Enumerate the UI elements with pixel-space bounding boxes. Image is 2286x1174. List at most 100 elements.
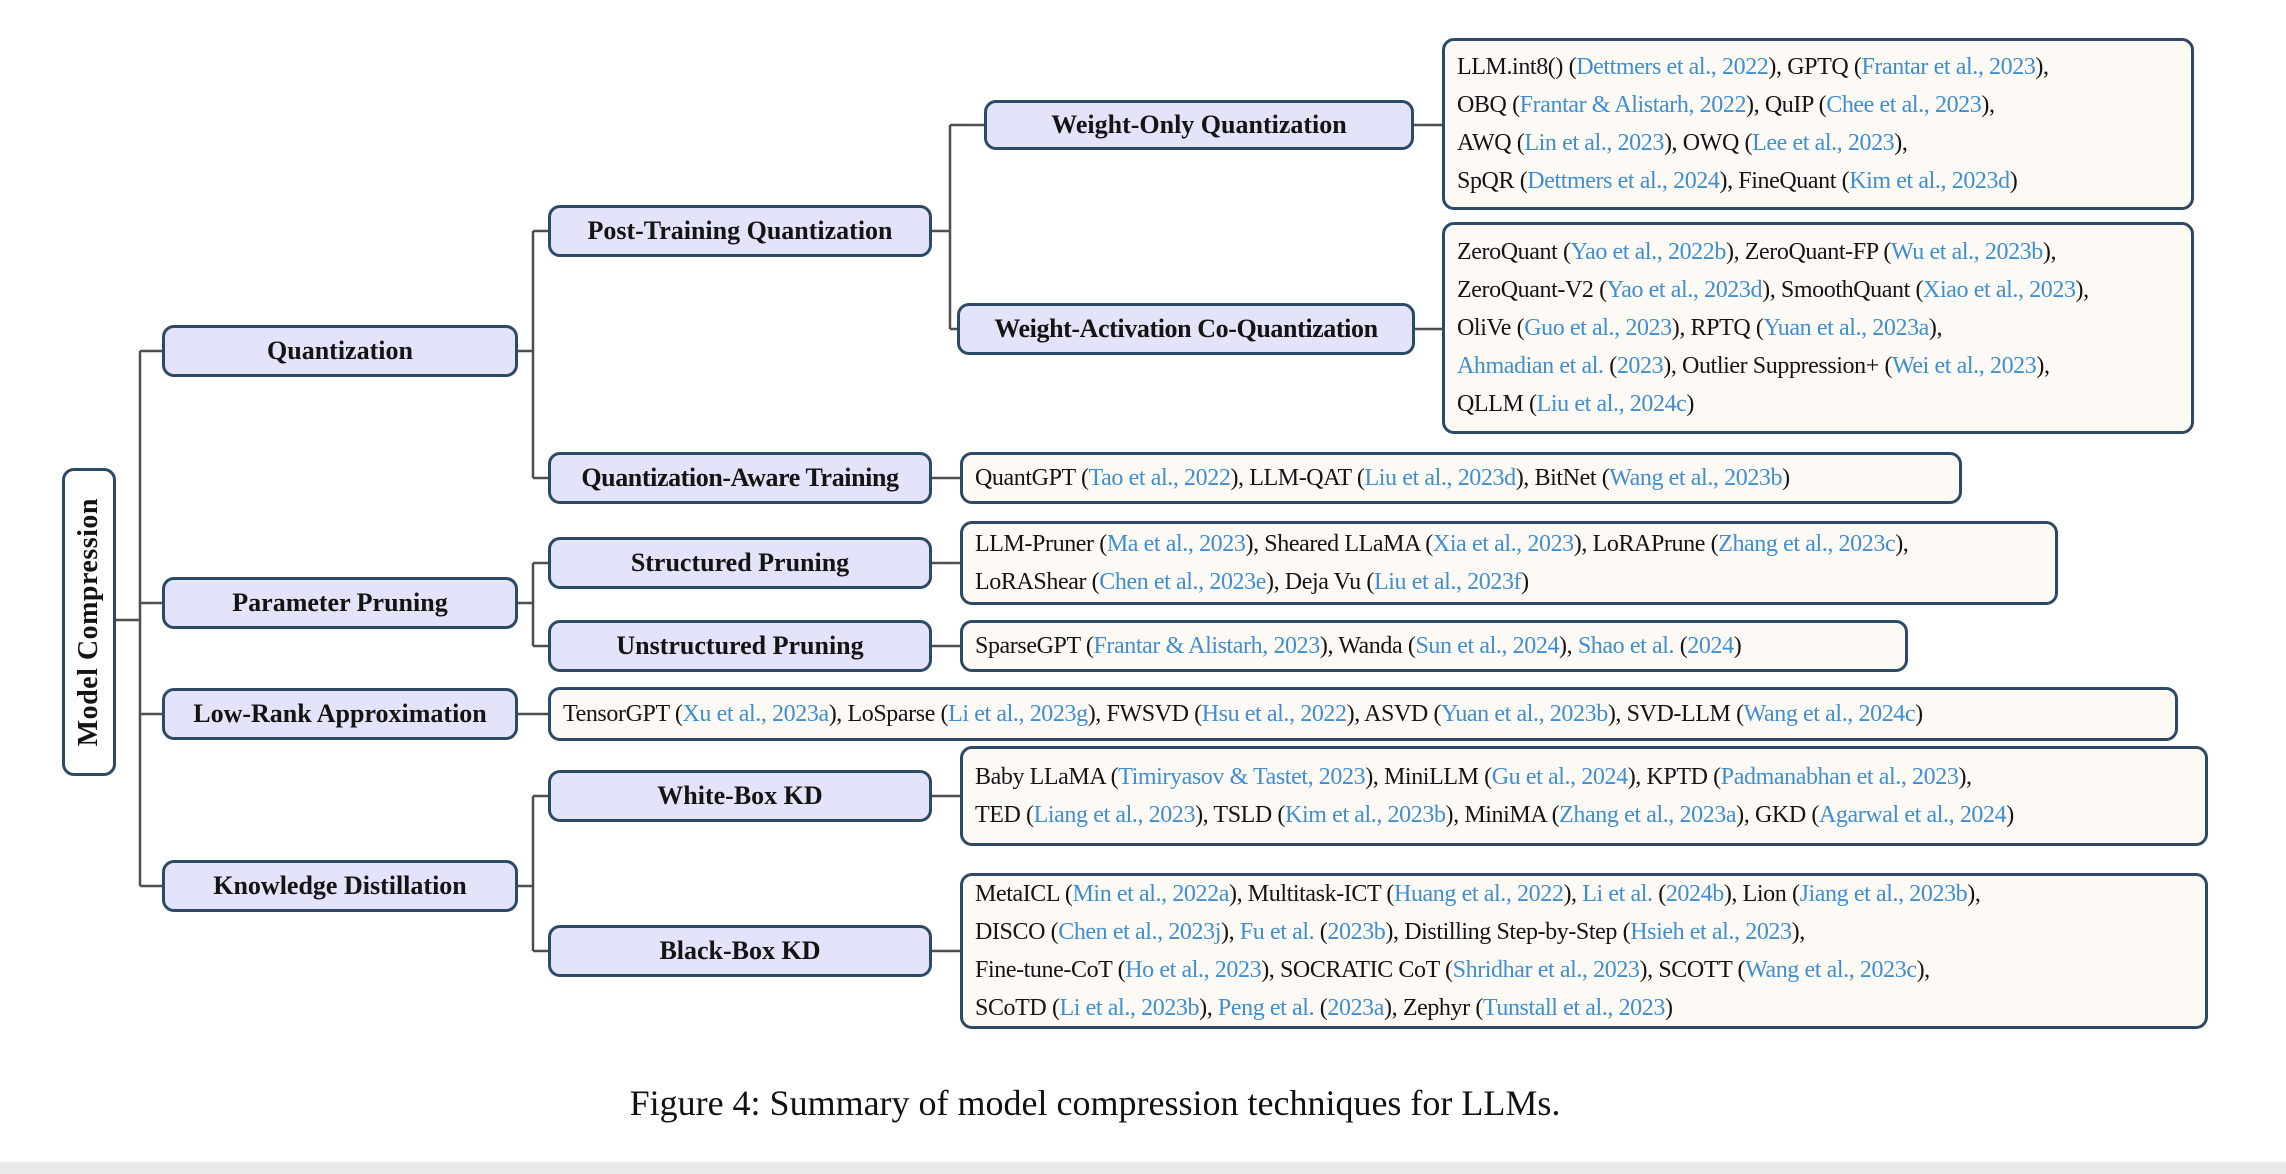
citation-link[interactable]: Shao et al. xyxy=(1577,633,1675,659)
citation-line: ZeroQuant-V2 (Yao et al., 2023d), Smooth… xyxy=(1457,271,2089,309)
citation-link[interactable]: Yao et al., 2022b xyxy=(1570,239,1727,265)
citation-link[interactable]: Zhang et al., 2023a xyxy=(1559,802,1737,828)
citation-link[interactable]: Peng et al. xyxy=(1217,995,1315,1021)
citation-link[interactable]: Yao et al., 2023d xyxy=(1606,277,1763,303)
citation-link[interactable]: Dettmers et al., 2022 xyxy=(1576,54,1769,80)
citation-link[interactable]: Tunstall et al., 2023 xyxy=(1482,995,1665,1021)
citation-link[interactable]: Zhang et al., 2023c xyxy=(1718,531,1896,557)
citation-link[interactable]: Wang et al., 2024c xyxy=(1743,701,1916,727)
citation-link[interactable]: 2024 xyxy=(1687,633,1734,659)
citation-text: ), xyxy=(2075,277,2090,303)
citation-link[interactable]: Wang et al., 2023b xyxy=(1609,465,1783,491)
citation-link[interactable]: Ma et al., 2023 xyxy=(1106,531,1246,557)
citation-link[interactable]: Chen et al., 2023e xyxy=(1099,569,1267,595)
citation-link[interactable]: Fu et al. xyxy=(1239,919,1315,945)
node-weight-only-quantization-label: Weight-Only Quantization xyxy=(1051,110,1347,139)
node-structured-pruning: Structured Pruning xyxy=(548,537,932,589)
citation-link[interactable]: Liu et al., 2024c xyxy=(1536,391,1687,417)
citation-link[interactable]: 2023 xyxy=(1616,353,1664,379)
citation-text: ), SmoothQuant ( xyxy=(1762,277,1924,303)
node-post-training-quantization-label: Post-Training Quantization xyxy=(587,216,893,245)
citation-link[interactable]: Liu et al., 2023d xyxy=(1364,465,1517,491)
citation-text: ), xyxy=(1199,995,1218,1021)
citation-link[interactable]: Wang et al., 2023c xyxy=(1745,957,1917,983)
citation-link[interactable]: Frantar & Alistarh, 2022 xyxy=(1519,92,1747,118)
citation-text: ), LoSparse ( xyxy=(828,701,949,727)
connector-kd xyxy=(518,794,548,953)
citation-text: ) xyxy=(1915,701,1923,727)
citation-link[interactable]: Li et al., 2023b xyxy=(1059,995,1200,1021)
citation-link[interactable]: Min et al., 2022a xyxy=(1072,881,1229,907)
node-quantization: Quantization xyxy=(162,325,518,377)
citation-link[interactable]: Agarwal et al., 2024 xyxy=(1818,802,2007,828)
citation-link[interactable]: Padmanabhan et al., 2023 xyxy=(1720,764,1959,790)
citation-link[interactable]: Chee et al., 2023 xyxy=(1826,92,1982,118)
citation-link[interactable]: Xia et al., 2023 xyxy=(1432,531,1574,557)
citation-line: OBQ (Frantar & Alistarh, 2022), QuIP (Ch… xyxy=(1457,86,1995,124)
citations-unstructured-pruning: SparseGPT (Frantar & Alistarh, 2023), Wa… xyxy=(960,620,1908,672)
node-quantization-aware-training-label: Quantization-Aware Training xyxy=(581,463,899,492)
node-weight-activation-co-quantization: Weight-Activation Co-Quantization xyxy=(957,303,1415,355)
node-unstructured-pruning-label: Unstructured Pruning xyxy=(616,631,864,660)
citation-link[interactable]: Kim et al., 2023d xyxy=(1849,168,2010,194)
citation-link[interactable]: Frantar et al., 2023 xyxy=(1861,54,2036,80)
citation-text: ), xyxy=(1958,764,1972,790)
citation-link[interactable]: Yuan et al., 2023a xyxy=(1763,315,1930,341)
citation-link[interactable]: Hsieh et al., 2023 xyxy=(1630,919,1792,945)
node-low-rank-approximation: Low-Rank Approximation xyxy=(162,688,518,740)
citation-text: SpQR ( xyxy=(1457,168,1528,194)
citation-link[interactable]: Li et al., 2023g xyxy=(948,701,1088,727)
citation-link[interactable]: Kim et al., 2023b xyxy=(1285,802,1446,828)
citation-link[interactable]: Lin et al., 2023 xyxy=(1524,130,1664,156)
citation-text: ) xyxy=(1782,465,1790,491)
citation-text: ), xyxy=(1981,92,1995,118)
citation-text: LLM-Pruner ( xyxy=(975,531,1107,557)
citation-link[interactable]: Wu et al., 2023b xyxy=(1890,239,2043,265)
citation-link[interactable]: Ahmadian et al. xyxy=(1457,353,1604,379)
citation-link[interactable]: Wei et al., 2023 xyxy=(1892,353,2037,379)
citation-link[interactable]: Liang et al., 2023 xyxy=(1033,802,1196,828)
citation-text: ) xyxy=(1733,633,1742,659)
citation-text: AWQ ( xyxy=(1457,130,1525,156)
citation-text: ), FineQuant ( xyxy=(1719,168,1850,194)
node-unstructured-pruning: Unstructured Pruning xyxy=(548,620,932,672)
citation-line: ZeroQuant (Yao et al., 2022b), ZeroQuant… xyxy=(1457,233,2057,271)
citation-link[interactable]: Huang et al., 2022 xyxy=(1394,881,1564,907)
citation-text: ), LLM-QAT ( xyxy=(1230,465,1365,491)
citation-text: TED ( xyxy=(975,802,1034,828)
citation-link[interactable]: Frantar & Alistarh, 2023 xyxy=(1093,633,1320,659)
citation-link[interactable]: Sun et al., 2024 xyxy=(1415,633,1560,659)
citation-link[interactable]: Tao et al., 2022 xyxy=(1088,465,1231,491)
citation-link[interactable]: 2023a xyxy=(1327,995,1385,1021)
citation-text: ), BitNet ( xyxy=(1515,465,1610,491)
node-black-box-kd-label: Black-Box KD xyxy=(659,936,821,965)
citation-link[interactable]: Chen et al., 2023j xyxy=(1058,919,1221,945)
citation-text: SparseGPT ( xyxy=(975,633,1094,659)
citation-link[interactable]: Timiryasov & Tastet, 2023 xyxy=(1118,764,1366,790)
citation-link[interactable]: Yuan et al., 2023b xyxy=(1441,701,1608,727)
citation-link[interactable]: Guo et al., 2023 xyxy=(1524,315,1672,341)
citation-link[interactable]: Gu et al., 2024 xyxy=(1491,764,1628,790)
citation-line: SpQR (Dettmers et al., 2024), FineQuant … xyxy=(1457,162,2018,200)
citation-text: ), xyxy=(1791,919,1806,945)
citation-link[interactable]: 2024b xyxy=(1665,881,1724,907)
citation-link[interactable]: Liu et al., 2023f xyxy=(1373,569,1522,595)
node-quantization-aware-training: Quantization-Aware Training xyxy=(548,452,932,504)
citation-text: ), KPTD ( xyxy=(1627,764,1721,790)
citation-text: ( xyxy=(1314,995,1328,1021)
citation-link[interactable]: Dettmers et al., 2024 xyxy=(1527,168,1720,194)
citation-line: SCoTD (Li et al., 2023b), Peng et al. (2… xyxy=(975,989,1673,1026)
citation-link[interactable]: 2023b xyxy=(1327,919,1386,945)
citation-link[interactable]: Shridhar et al., 2023 xyxy=(1452,957,1640,983)
citation-text: ) xyxy=(1686,391,1695,417)
citation-link[interactable]: Xiao et al., 2023 xyxy=(1923,277,2076,303)
citation-link[interactable]: Lee et al., 2023 xyxy=(1752,130,1895,156)
citation-text: ), xyxy=(1916,957,1931,983)
citation-link[interactable]: Jiang et al., 2023b xyxy=(1799,881,1968,907)
citation-text: Baby LLaMA ( xyxy=(975,764,1119,790)
citation-link[interactable]: Ho et al., 2023 xyxy=(1125,957,1262,983)
citation-link[interactable]: Xu et al., 2023a xyxy=(682,701,829,727)
citation-link[interactable]: Hsu et al., 2022 xyxy=(1201,701,1347,727)
citation-text: Fine-tune-CoT ( xyxy=(975,957,1126,983)
citation-link[interactable]: Li et al. xyxy=(1582,881,1653,907)
